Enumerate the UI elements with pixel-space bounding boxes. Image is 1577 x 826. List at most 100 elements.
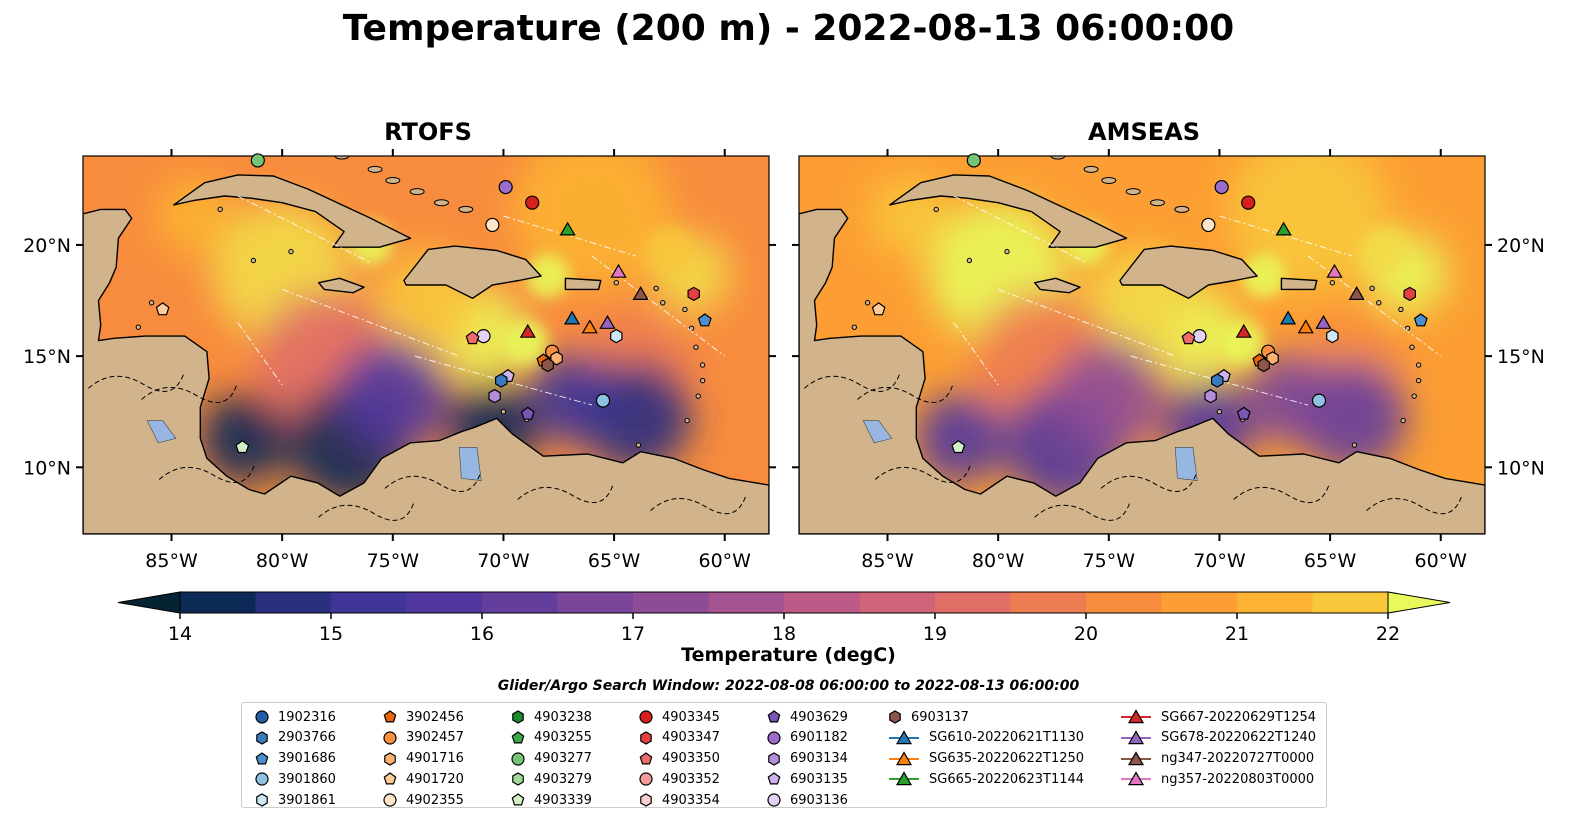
legend-item: 4903354 (638, 790, 720, 810)
observation-marker (595, 393, 611, 408)
observation-marker (519, 323, 536, 338)
colorbar-label: Temperature (degC) (681, 644, 896, 666)
legend-item: 2903766 (254, 728, 336, 748)
legend: 1902316 2903766 3901686 3901860 3901861 39024… (241, 702, 1327, 808)
observation-marker (488, 388, 501, 404)
legend-item: 3901686 (254, 749, 336, 769)
observation-marker (697, 313, 712, 327)
observation-marker (541, 357, 554, 373)
legend-item-label: SG610-20220621T1130 (929, 730, 1085, 746)
search-window-text: Glider/Argo Search Window: 2022-08-08 06… (497, 678, 1080, 694)
legend-marker-icon (1121, 709, 1151, 724)
legend-item-label: 4903279 (534, 771, 592, 787)
legend-item-label: 4902355 (406, 792, 464, 808)
legend-marker-icon (1121, 750, 1151, 765)
legend-item-label: 1902316 (278, 709, 336, 725)
legend-marker-icon (889, 729, 919, 744)
legend-marker-icon (639, 772, 653, 786)
legend-item: 6901182 (766, 728, 848, 748)
observation-marker (1257, 357, 1270, 373)
legend-item: 4903347 (638, 728, 720, 748)
legend-marker-icon (767, 772, 781, 785)
legend-marker-icon (640, 731, 652, 745)
legend-marker-icon (384, 751, 396, 766)
colorbar-tick-label: 15 (319, 623, 343, 640)
colorbar-tick-label: 17 (621, 623, 645, 640)
colorbar-tick-label: 22 (1376, 623, 1400, 640)
observation-marker (1181, 331, 1196, 345)
legend-item: 4903350 (638, 749, 720, 769)
legend-marker-icon (889, 710, 901, 724)
legend-marker-icon (255, 772, 269, 786)
lon-tick-label: 70°W (1193, 550, 1246, 572)
observation-marker (559, 221, 576, 236)
legend-marker-icon (383, 731, 397, 745)
legend-item-label: 4903354 (662, 792, 720, 808)
legend-item-label: 2903766 (278, 730, 336, 746)
legend-item-label: 3902456 (406, 709, 464, 725)
legend-marker-icon (1121, 771, 1151, 786)
legend-item-label: 4903350 (662, 751, 720, 767)
colorbar-tick-label: 14 (168, 623, 192, 640)
observation-marker (235, 440, 250, 454)
observation-marker (1311, 393, 1327, 408)
legend-item: 1902316 (254, 707, 336, 727)
legend-item: SG610-20220621T1130 (887, 728, 1084, 748)
lat-tick-label: 10°N (23, 457, 71, 479)
observation-marker (1297, 319, 1314, 334)
legend-item-label: SG667-20220629T1254 (1161, 709, 1317, 725)
observation-marker (1326, 328, 1339, 344)
legend-marker-icon (383, 793, 397, 807)
observation-marker (966, 153, 981, 168)
legend-marker-icon (767, 710, 781, 723)
legend-item-label: 4903347 (662, 730, 720, 746)
map-figure: 85°W 80°W 75°W 70°W 65°W 60°W 20°N 15°N 10°N 85°… (23, 149, 1545, 640)
legend-item-label: 6903137 (911, 709, 969, 725)
lon-tick-label: 65°W (1304, 550, 1357, 572)
observation-marker (1241, 195, 1256, 210)
observation-marker (1275, 221, 1292, 236)
legend-marker-icon (511, 793, 525, 806)
legend-marker-icon (1121, 729, 1151, 744)
observation-marker (498, 180, 513, 195)
lat-tick-label: 20°N (23, 235, 71, 257)
colorbar-tick-label: 21 (1225, 623, 1249, 640)
legend-item: 4903345 (638, 707, 720, 727)
legend-marker-icon (768, 751, 780, 766)
legend-item: SG667-20220629T1254 (1119, 707, 1316, 727)
legend-marker-icon (255, 751, 269, 765)
legend-item-label: 4901716 (406, 751, 464, 767)
observation-marker (581, 319, 598, 334)
legend-item-label: 6903135 (790, 771, 848, 787)
lon-tick-label: 60°W (699, 550, 752, 572)
legend-marker-icon (256, 731, 268, 745)
legend-marker-icon (383, 772, 397, 785)
lon-tick-label: 80°W (972, 550, 1025, 572)
legend-marker-icon (512, 710, 524, 724)
lon-tick-label: 65°W (588, 550, 641, 572)
observation-marker (1235, 323, 1252, 338)
panel-title-amseas: AMSEAS (1088, 118, 1200, 146)
legend-marker-icon (640, 793, 652, 807)
legend-item: ng357-20220803T0000 (1119, 769, 1314, 789)
legend-item: SG678-20220622T1240 (1119, 728, 1316, 748)
observation-marker (1413, 313, 1428, 327)
observation-marker (495, 373, 508, 388)
observation-marker (525, 195, 540, 210)
legend-item: 6903137 (887, 707, 969, 727)
legend-marker-icon (511, 731, 525, 744)
map-panel-amseas: 85°W 80°W 75°W 70°W 65°W 60°W 20°N 15°N 10°N (792, 149, 1545, 572)
legend-item-label: 6901182 (790, 730, 848, 746)
legend-marker-icon (767, 793, 781, 807)
legend-item: 4901720 (382, 769, 464, 789)
legend-item-label: 4903352 (662, 771, 720, 787)
lon-tick-label: 85°W (145, 550, 198, 572)
legend-item-label: 4903339 (534, 792, 592, 808)
observation-marker (563, 310, 581, 325)
legend-item-label: 3901860 (278, 771, 336, 787)
observation-marker (485, 217, 500, 233)
legend-marker-icon (511, 751, 525, 766)
observation-marker (599, 314, 616, 329)
observation-marker (632, 286, 649, 300)
legend-item: SG665-20220623T1144 (887, 769, 1084, 789)
